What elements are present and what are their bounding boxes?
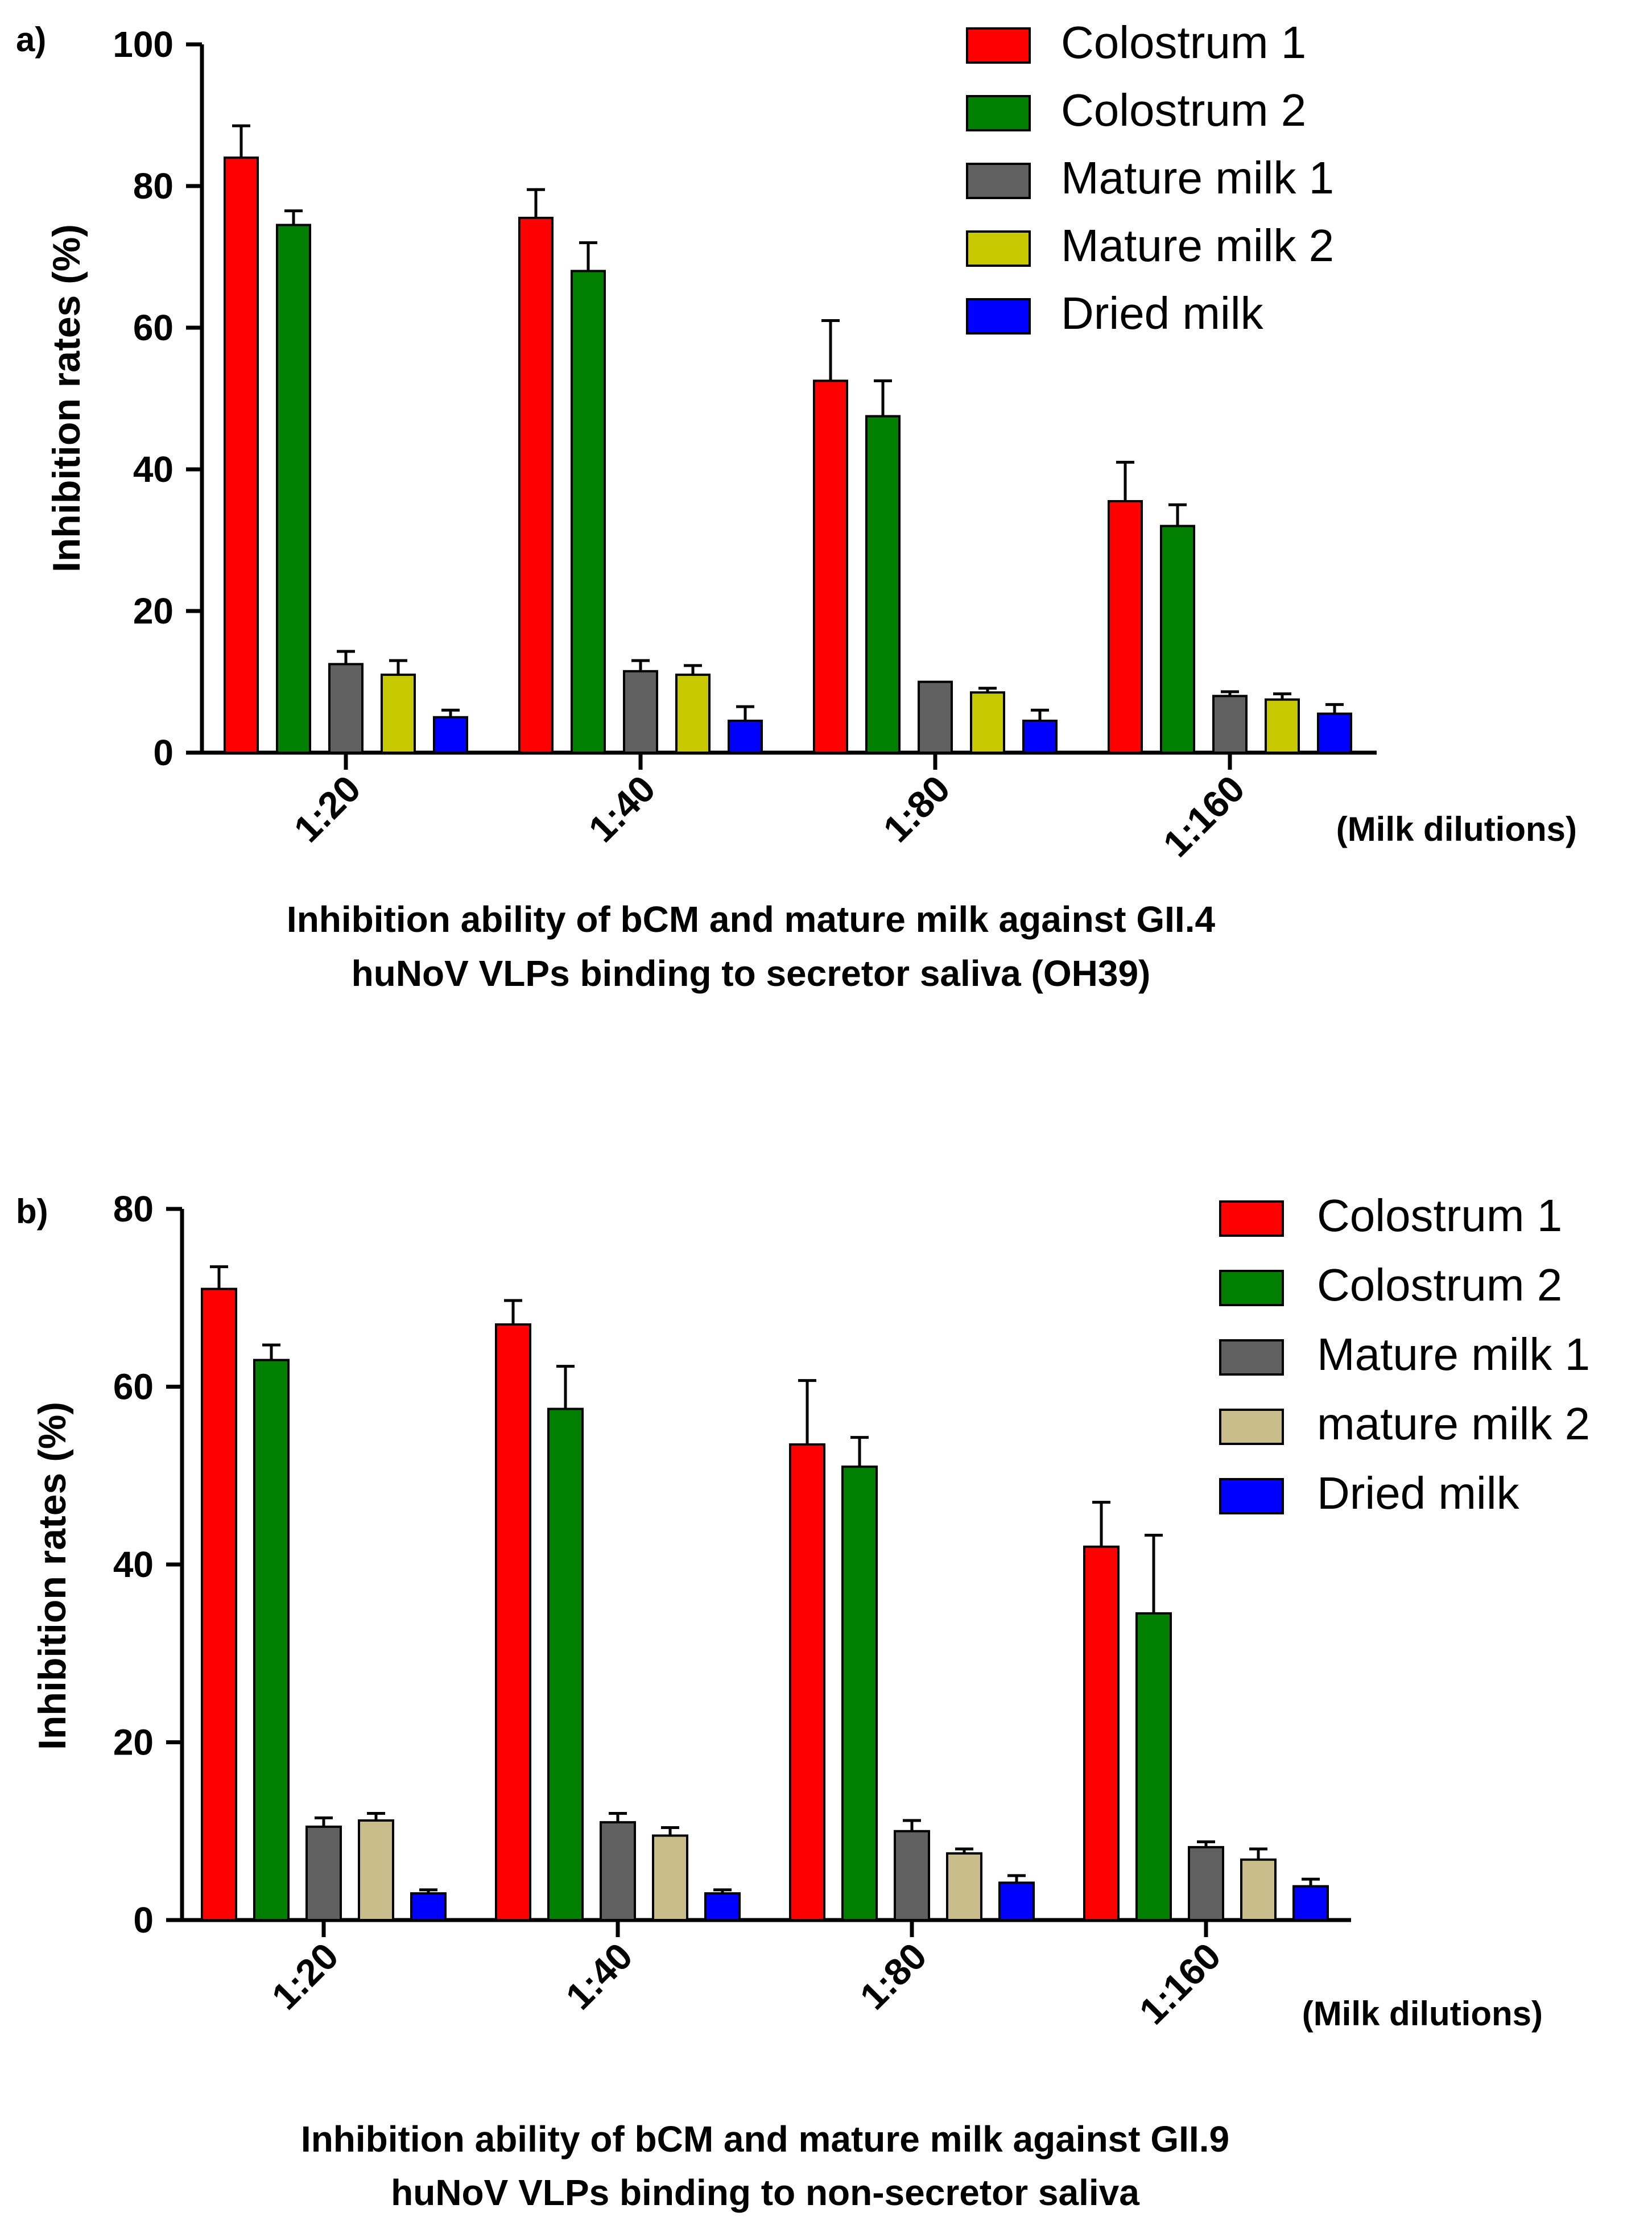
panel-a-bar-mature-milk-1-1-160 bbox=[1212, 695, 1248, 754]
panel-b-bar-colostrum-2-1-80 bbox=[841, 1465, 878, 1921]
panel-a-y-tick-label: 60 bbox=[133, 307, 174, 348]
panel-b-legend-label-mature-milk-2: mature milk 2 bbox=[1317, 1398, 1590, 1449]
panel-b-bar-mature-milk-1-1-160 bbox=[1188, 1846, 1224, 1921]
panel-b-bar-colostrum-2-1-40 bbox=[547, 1407, 584, 1921]
panel-b-bar-mature-milk-1-1-40 bbox=[600, 1821, 636, 1921]
panel-a-legend-label-colostrum-2: Colostrum 2 bbox=[1061, 85, 1306, 135]
panel-b-bar-colostrum-2-1-160 bbox=[1135, 1612, 1172, 1921]
panel-b-bar-mature-milk-1-1-80 bbox=[894, 1830, 930, 1921]
panel-a-x-tick-label: 1:40 bbox=[580, 767, 663, 851]
panel-a-x-tick-label: 1:20 bbox=[286, 767, 369, 851]
panel-a-x-tick-label: 1:80 bbox=[875, 767, 958, 851]
panel-b-bar-dried-milk-1-20 bbox=[410, 1892, 447, 1921]
panel-a-legend-label-colostrum-1: Colostrum 1 bbox=[1061, 17, 1306, 68]
panel-a-bar-dried-milk-1-40 bbox=[728, 719, 763, 754]
panel-a-legend-swatch-dried-milk bbox=[966, 298, 1031, 335]
panel-a-bar-mature-milk-2-1-20 bbox=[381, 674, 416, 754]
panel-a-plot-area: 0 20 40 60 80 100 1:20 1:40 1:80 1:160 bbox=[113, 24, 1377, 865]
panel-a-caption-line-2: huNoV VLPs binding to secretor saliva (O… bbox=[352, 953, 1151, 994]
panel-b-bar-dried-milk-1-160 bbox=[1292, 1885, 1329, 1921]
panel-a-bar-mature-milk-2-1-40 bbox=[675, 674, 711, 754]
panel-b-x-tick-label: 1:80 bbox=[852, 1935, 935, 2018]
panel-b-y-tick-label: 80 bbox=[113, 1188, 154, 1229]
panel-a-bar-colostrum-1-1-160 bbox=[1108, 500, 1143, 754]
panel-b-bar-dried-milk-1-40 bbox=[704, 1892, 741, 1921]
panel-b-bar-colostrum-1-1-40 bbox=[495, 1323, 531, 1921]
panel-a-caption-line-1: Inhibition ability of bCM and mature mil… bbox=[287, 899, 1216, 940]
panel-a-bar-colostrum-2-1-160 bbox=[1160, 525, 1195, 754]
panel-b-xunit: (Milk dilutions) bbox=[1302, 1995, 1543, 2033]
panel-b-legend-swatch-mature-milk-2 bbox=[1219, 1409, 1284, 1445]
panel-b-legend-swatch-dried-milk bbox=[1219, 1478, 1284, 1514]
panel-b-legend-swatch-mature-milk-1 bbox=[1219, 1339, 1284, 1376]
panel-b-legend-label-dried-milk: Dried milk bbox=[1317, 1468, 1520, 1518]
panel-b-x-tick-label: 1:20 bbox=[263, 1935, 346, 2018]
panel-a-legend: Colostrum 1 Colostrum 2 Mature milk 1 Matur… bbox=[966, 17, 1334, 338]
panel-a-ylabel: Inhibition rates (%) bbox=[45, 224, 88, 572]
panel-b: b) Inhibition rates (%) 0 20 40 60 80 1:20 1:4… bbox=[16, 1188, 1590, 2213]
panel-b-legend-label-colostrum-1: Colostrum 1 bbox=[1317, 1190, 1562, 1241]
panel-b-bar-dried-milk-1-80 bbox=[998, 1881, 1035, 1921]
panel-a-legend-swatch-colostrum-1 bbox=[966, 27, 1031, 64]
panel-a-bar-dried-milk-1-20 bbox=[433, 716, 468, 754]
panel-a-x-tick-label: 1:160 bbox=[1155, 767, 1253, 865]
panel-b-ylabel: Inhibition rates (%) bbox=[31, 1402, 74, 1750]
panel-b-bar-colostrum-1-1-20 bbox=[201, 1287, 237, 1921]
panel-a-bar-colostrum-2-1-40 bbox=[571, 270, 606, 754]
panel-b-bar-colostrum-1-1-160 bbox=[1083, 1545, 1120, 1921]
panel-b-y-tick-label: 0 bbox=[133, 1900, 154, 1941]
panel-b-bar-mature-milk-2-1-40 bbox=[652, 1834, 688, 1921]
panel-a-bar-dried-milk-1-80 bbox=[1022, 719, 1058, 754]
panel-b-bar-mature-milk-2-1-20 bbox=[358, 1819, 394, 1921]
panel-b-legend-swatch-colostrum-1 bbox=[1219, 1200, 1284, 1237]
panel-a-bar-colostrum-1-1-20 bbox=[224, 156, 259, 754]
panel-b-legend-label-mature-milk-1: Mature milk 1 bbox=[1317, 1329, 1590, 1380]
panel-a-legend-label-mature-milk-1: Mature milk 1 bbox=[1061, 152, 1334, 203]
panel-b-bar-colostrum-2-1-20 bbox=[253, 1359, 290, 1921]
panel-b-plot-area: 0 20 40 60 80 1:20 1:40 1:80 1:160 bbox=[113, 1188, 1351, 2032]
panel-b-y-tick-label: 60 bbox=[113, 1367, 154, 1407]
panel-a-bar-mature-milk-1-1-40 bbox=[623, 670, 658, 754]
panel-b-caption-line-2: huNoV VLPs binding to non-secretor saliv… bbox=[391, 2172, 1139, 2213]
panel-a-bar-mature-milk-2-1-160 bbox=[1265, 698, 1300, 754]
panel-a-y-tick-label: 100 bbox=[113, 24, 174, 65]
panel-a-legend-label-mature-milk-2: Mature milk 2 bbox=[1061, 220, 1334, 271]
panel-b-x-tick-label: 1:160 bbox=[1131, 1935, 1229, 2033]
panel-b-y-tick-label: 40 bbox=[113, 1544, 154, 1585]
panel-a-bar-colostrum-2-1-80 bbox=[865, 415, 901, 754]
panel-a: a) Inhibition rates (%) 0 20 40 60 80 100 1:20… bbox=[16, 17, 1577, 994]
panel-a-y-tick-label: 0 bbox=[153, 732, 174, 773]
panel-a-legend-swatch-colostrum-2 bbox=[966, 95, 1031, 131]
panel-a-bar-mature-milk-2-1-80 bbox=[970, 691, 1005, 754]
panel-a-bar-colostrum-1-1-80 bbox=[813, 379, 848, 754]
panel-b-x-tick-label: 1:40 bbox=[557, 1935, 641, 2018]
panel-b-caption-line-1: Inhibition ability of bCM and mature mil… bbox=[301, 2119, 1229, 2160]
panel-a-legend-swatch-mature-milk-2 bbox=[966, 230, 1031, 267]
panel-a-legend-label-dried-milk: Dried milk bbox=[1061, 288, 1264, 338]
panel-b-legend-label-colostrum-2: Colostrum 2 bbox=[1317, 1260, 1562, 1310]
panel-b-legend-swatch-colostrum-2 bbox=[1219, 1270, 1284, 1306]
panel-a-legend-swatch-mature-milk-1 bbox=[966, 163, 1031, 199]
panel-a-bar-mature-milk-1-1-80 bbox=[918, 680, 953, 754]
panel-a-bar-colostrum-2-1-20 bbox=[276, 224, 311, 754]
panel-b-bar-mature-milk-2-1-160 bbox=[1240, 1858, 1277, 1921]
panel-b-label: b) bbox=[16, 1192, 48, 1231]
panel-b-bar-mature-milk-2-1-80 bbox=[946, 1852, 982, 1921]
panel-a-xunit: (Milk dilutions) bbox=[1336, 810, 1577, 848]
panel-a-bar-dried-milk-1-160 bbox=[1317, 712, 1352, 754]
panel-b-bar-mature-milk-1-1-20 bbox=[305, 1825, 342, 1921]
panel-a-y-tick-label: 20 bbox=[133, 591, 174, 631]
panel-a-y-tick-label: 40 bbox=[133, 449, 174, 490]
panel-b-bar-colostrum-1-1-80 bbox=[789, 1443, 825, 1921]
panel-a-y-tick-label: 80 bbox=[133, 166, 174, 207]
panel-b-legend: Colostrum 1 Colostrum 2 Mature milk 1 matur… bbox=[1219, 1190, 1590, 1518]
panel-a-bar-colostrum-1-1-40 bbox=[518, 217, 554, 754]
panel-a-bar-mature-milk-1-1-20 bbox=[328, 663, 364, 754]
panel-b-y-tick-label: 20 bbox=[113, 1722, 154, 1763]
panel-a-label: a) bbox=[16, 20, 46, 59]
